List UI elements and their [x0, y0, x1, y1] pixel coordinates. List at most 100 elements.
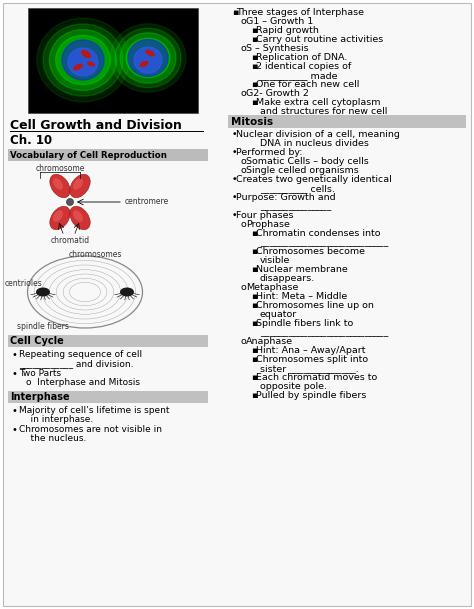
Text: ▪: ▪ [251, 26, 257, 35]
Text: ▪: ▪ [251, 292, 257, 301]
Text: Somatic Cells – body cells: Somatic Cells – body cells [246, 157, 369, 166]
Text: Mitosis: Mitosis [231, 117, 273, 127]
FancyBboxPatch shape [3, 3, 471, 606]
Text: Cell Growth and Division: Cell Growth and Division [10, 119, 182, 132]
Text: Metaphase: Metaphase [246, 283, 298, 292]
Text: Chromatin condenses into: Chromatin condenses into [256, 229, 381, 238]
Text: G2- Growth 2: G2- Growth 2 [246, 89, 309, 98]
Ellipse shape [68, 48, 98, 76]
Text: ▪: ▪ [251, 247, 257, 256]
Text: chromosome: chromosome [35, 164, 85, 173]
Text: Make extra cell cytoplasm: Make extra cell cytoplasm [256, 98, 381, 107]
Text: centromere: centromere [125, 197, 169, 206]
Text: One for each new cell: One for each new cell [256, 80, 359, 89]
Text: Interphase: Interphase [10, 392, 70, 403]
Text: ▪: ▪ [251, 301, 257, 310]
Text: o: o [241, 166, 247, 175]
Text: __________ made: __________ made [260, 71, 337, 80]
Text: Single celled organisms: Single celled organisms [246, 166, 359, 175]
Text: in interphase.: in interphase. [19, 415, 93, 424]
Text: chromosomes: chromosomes [68, 250, 122, 259]
Ellipse shape [50, 174, 70, 198]
Text: equator: equator [260, 310, 297, 319]
Text: •: • [232, 193, 237, 202]
Text: •: • [232, 211, 237, 220]
Text: o: o [241, 283, 247, 292]
Text: Replication of DNA.: Replication of DNA. [256, 53, 347, 62]
Text: •: • [12, 350, 18, 360]
Text: sister ______________.: sister ______________. [260, 364, 359, 373]
Text: •: • [12, 406, 18, 416]
FancyBboxPatch shape [228, 115, 466, 128]
Ellipse shape [62, 40, 104, 80]
Text: Each chromatid moves to: Each chromatid moves to [256, 373, 377, 382]
Text: ▪: ▪ [251, 265, 257, 274]
Text: Hint: Meta – Middle: Hint: Meta – Middle [256, 292, 347, 301]
Ellipse shape [82, 51, 91, 57]
Ellipse shape [70, 174, 90, 198]
Text: •: • [232, 148, 237, 157]
Text: o: o [241, 157, 247, 166]
Text: Purpose: Growth and: Purpose: Growth and [236, 193, 336, 202]
Text: S – Synthesis: S – Synthesis [246, 44, 309, 53]
Text: the nucleus.: the nucleus. [19, 434, 86, 443]
Text: and structures for new cell: and structures for new cell [260, 107, 387, 116]
Ellipse shape [126, 38, 170, 78]
Ellipse shape [115, 28, 181, 88]
Ellipse shape [56, 35, 110, 85]
Text: •: • [12, 425, 18, 435]
FancyBboxPatch shape [28, 8, 198, 113]
Text: ▪: ▪ [251, 53, 257, 62]
Ellipse shape [70, 206, 90, 230]
Text: ▪: ▪ [251, 355, 257, 364]
Ellipse shape [128, 40, 168, 77]
Text: 2 identical copies of: 2 identical copies of [256, 62, 351, 71]
Text: Hint: Ana – Away/Apart: Hint: Ana – Away/Apart [256, 346, 365, 355]
Text: o: o [241, 89, 247, 98]
Ellipse shape [73, 210, 83, 222]
Text: ___________________________: ___________________________ [260, 328, 388, 337]
Text: visible: visible [260, 256, 291, 265]
Text: ▪: ▪ [251, 229, 257, 238]
Text: ▪: ▪ [251, 346, 257, 355]
Text: ___________________________: ___________________________ [260, 238, 388, 247]
Text: _______________: _______________ [260, 202, 331, 211]
Text: Two Parts: Two Parts [19, 369, 61, 378]
Text: Three stages of Interphase: Three stages of Interphase [236, 8, 364, 17]
Text: o: o [241, 220, 247, 229]
Ellipse shape [88, 62, 94, 66]
Text: Majority of cell’s lifetime is spent: Majority of cell’s lifetime is spent [19, 406, 170, 415]
Text: •: • [232, 175, 237, 184]
Text: Repeating sequence of cell: Repeating sequence of cell [19, 350, 142, 359]
Text: Nuclear membrane: Nuclear membrane [256, 265, 348, 274]
Text: Anaphase: Anaphase [246, 337, 293, 346]
Text: Creates two genetically identical: Creates two genetically identical [236, 175, 392, 184]
Text: Vocabulary of Cell Reproduction: Vocabulary of Cell Reproduction [10, 150, 167, 160]
Text: centrioles: centrioles [5, 280, 43, 289]
Text: o  Interphase and Mitosis: o Interphase and Mitosis [26, 378, 140, 387]
Text: Chromosomes split into: Chromosomes split into [256, 355, 368, 364]
Text: ▪: ▪ [251, 319, 257, 328]
Text: spindle fibers: spindle fibers [17, 322, 69, 331]
Text: Ch. 10: Ch. 10 [10, 134, 52, 147]
Ellipse shape [73, 178, 83, 190]
Text: ▪: ▪ [251, 80, 257, 89]
Ellipse shape [146, 50, 154, 56]
Ellipse shape [74, 65, 82, 69]
Text: disappears.: disappears. [260, 274, 315, 283]
FancyBboxPatch shape [8, 335, 208, 347]
FancyBboxPatch shape [8, 391, 208, 403]
Text: ▪: ▪ [251, 98, 257, 107]
Text: Performed by:: Performed by: [236, 148, 302, 157]
Text: Chromosomes are not visible in: Chromosomes are not visible in [19, 425, 162, 434]
Text: ▪: ▪ [251, 391, 257, 400]
FancyBboxPatch shape [8, 149, 208, 161]
Ellipse shape [120, 33, 176, 83]
Ellipse shape [134, 47, 162, 73]
Text: DNA in nucleus divides: DNA in nucleus divides [260, 139, 369, 148]
Text: Four phases: Four phases [236, 211, 293, 220]
Text: ____________ and division.: ____________ and division. [19, 359, 134, 368]
Ellipse shape [120, 287, 134, 297]
Text: Cell Cycle: Cell Cycle [10, 337, 64, 347]
Ellipse shape [53, 210, 63, 222]
